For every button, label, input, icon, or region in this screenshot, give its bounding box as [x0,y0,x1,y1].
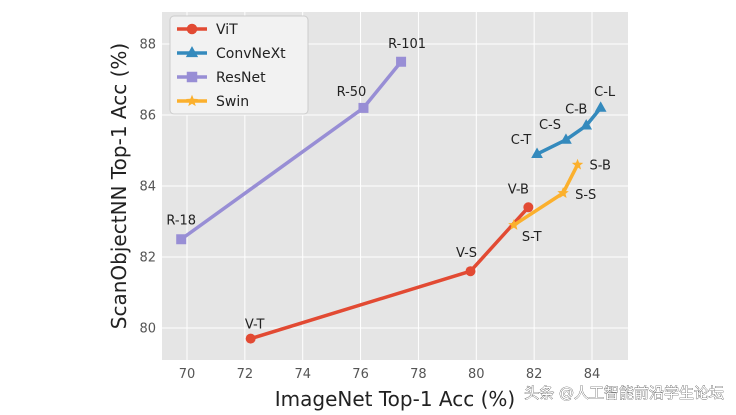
data-point-s-b [571,158,584,170]
legend: ViT ConvNeXt ResNet Swin [169,15,309,115]
data-point-r-101 [396,56,407,67]
data-point-r-50 [358,102,369,113]
point-label-s-b: S-B [590,159,611,174]
x-tick-label: 80 [468,367,485,382]
legend-label-swin: Swin [216,94,249,110]
legend-item-resnet: ResNet [177,70,266,86]
point-label-r-18: R-18 [166,213,196,228]
x-tick-label: 74 [294,367,311,382]
point-label-c-s: C-S [539,118,561,133]
data-point-c-s [560,133,572,144]
y-tick-label: 88 [139,38,156,53]
point-label-layer: V-T V-S V-B C-T C-S C-B C-L R-18 R-50 R-101 S-T S-S… [166,37,616,333]
point-label-c-t: C-T [511,133,532,148]
data-point-c-t [531,147,543,158]
series-line-convnext [536,106,603,156]
x-tick-label: 70 [179,367,196,382]
x-tick-label: 82 [526,367,543,382]
y-tick-label: 80 [139,322,156,337]
legend-item-vit: ViT [177,22,238,38]
series-swin [508,158,584,230]
data-point-r-18 [176,234,187,245]
data-point-c-b [580,119,593,130]
x-axis-title: ImageNet Top-1 Acc (%) [275,387,515,411]
y-tick-label: 86 [139,109,156,124]
legend-box [169,15,309,115]
legend-items: ViT ConvNeXt ResNet Swin [177,22,286,110]
point-label-v-b: V-B [508,182,529,197]
data-point-s-t [508,219,520,230]
point-label-c-b: C-B [565,103,587,118]
legend-item-swin: Swin [177,94,249,110]
legend-label-vit: ViT [216,22,238,38]
point-label-c-l: C-L [594,85,616,100]
series-layer [176,56,607,344]
legend-marker-resnet [186,71,198,83]
y-axis-title: ScanObjectNN Top-1 Acc (%) [107,43,131,329]
point-label-v-s: V-S [456,246,477,261]
data-point-s-s [557,187,569,198]
legend-label-resnet: ResNet [216,70,266,86]
legend-marker-vit [186,23,198,35]
series-resnet [176,56,407,245]
point-label-s-t: S-T [522,230,542,245]
y-tick-label: 82 [139,251,156,266]
legend-marker-convnext [185,46,199,58]
data-point-v-t [245,333,256,344]
point-label-s-s: S-S [575,188,596,203]
series-convnext [531,101,607,158]
x-tick-label: 72 [237,367,254,382]
tick-layer: 70 72 74 76 78 80 82 84 80 82 84 86 88 [139,38,600,383]
data-point-v-b [523,202,534,213]
x-tick-label: 78 [410,367,427,382]
data-point-v-s [465,266,476,277]
point-label-r-101: R-101 [388,37,426,52]
legend-item-convnext: ConvNeXt [177,46,286,62]
legend-marker-swin [186,94,198,107]
point-label-r-50: R-50 [337,85,367,100]
y-tick-label: 84 [139,180,156,195]
legend-label-convnext: ConvNeXt [216,46,286,62]
x-tick-label: 76 [352,367,369,382]
point-label-v-t: V-T [245,318,265,333]
data-point-c-l [594,101,607,112]
series-vit [245,202,534,344]
watermark-text: 头条 @人工智能前沿学生论坛 [524,384,724,402]
x-tick-label: 84 [584,367,601,382]
